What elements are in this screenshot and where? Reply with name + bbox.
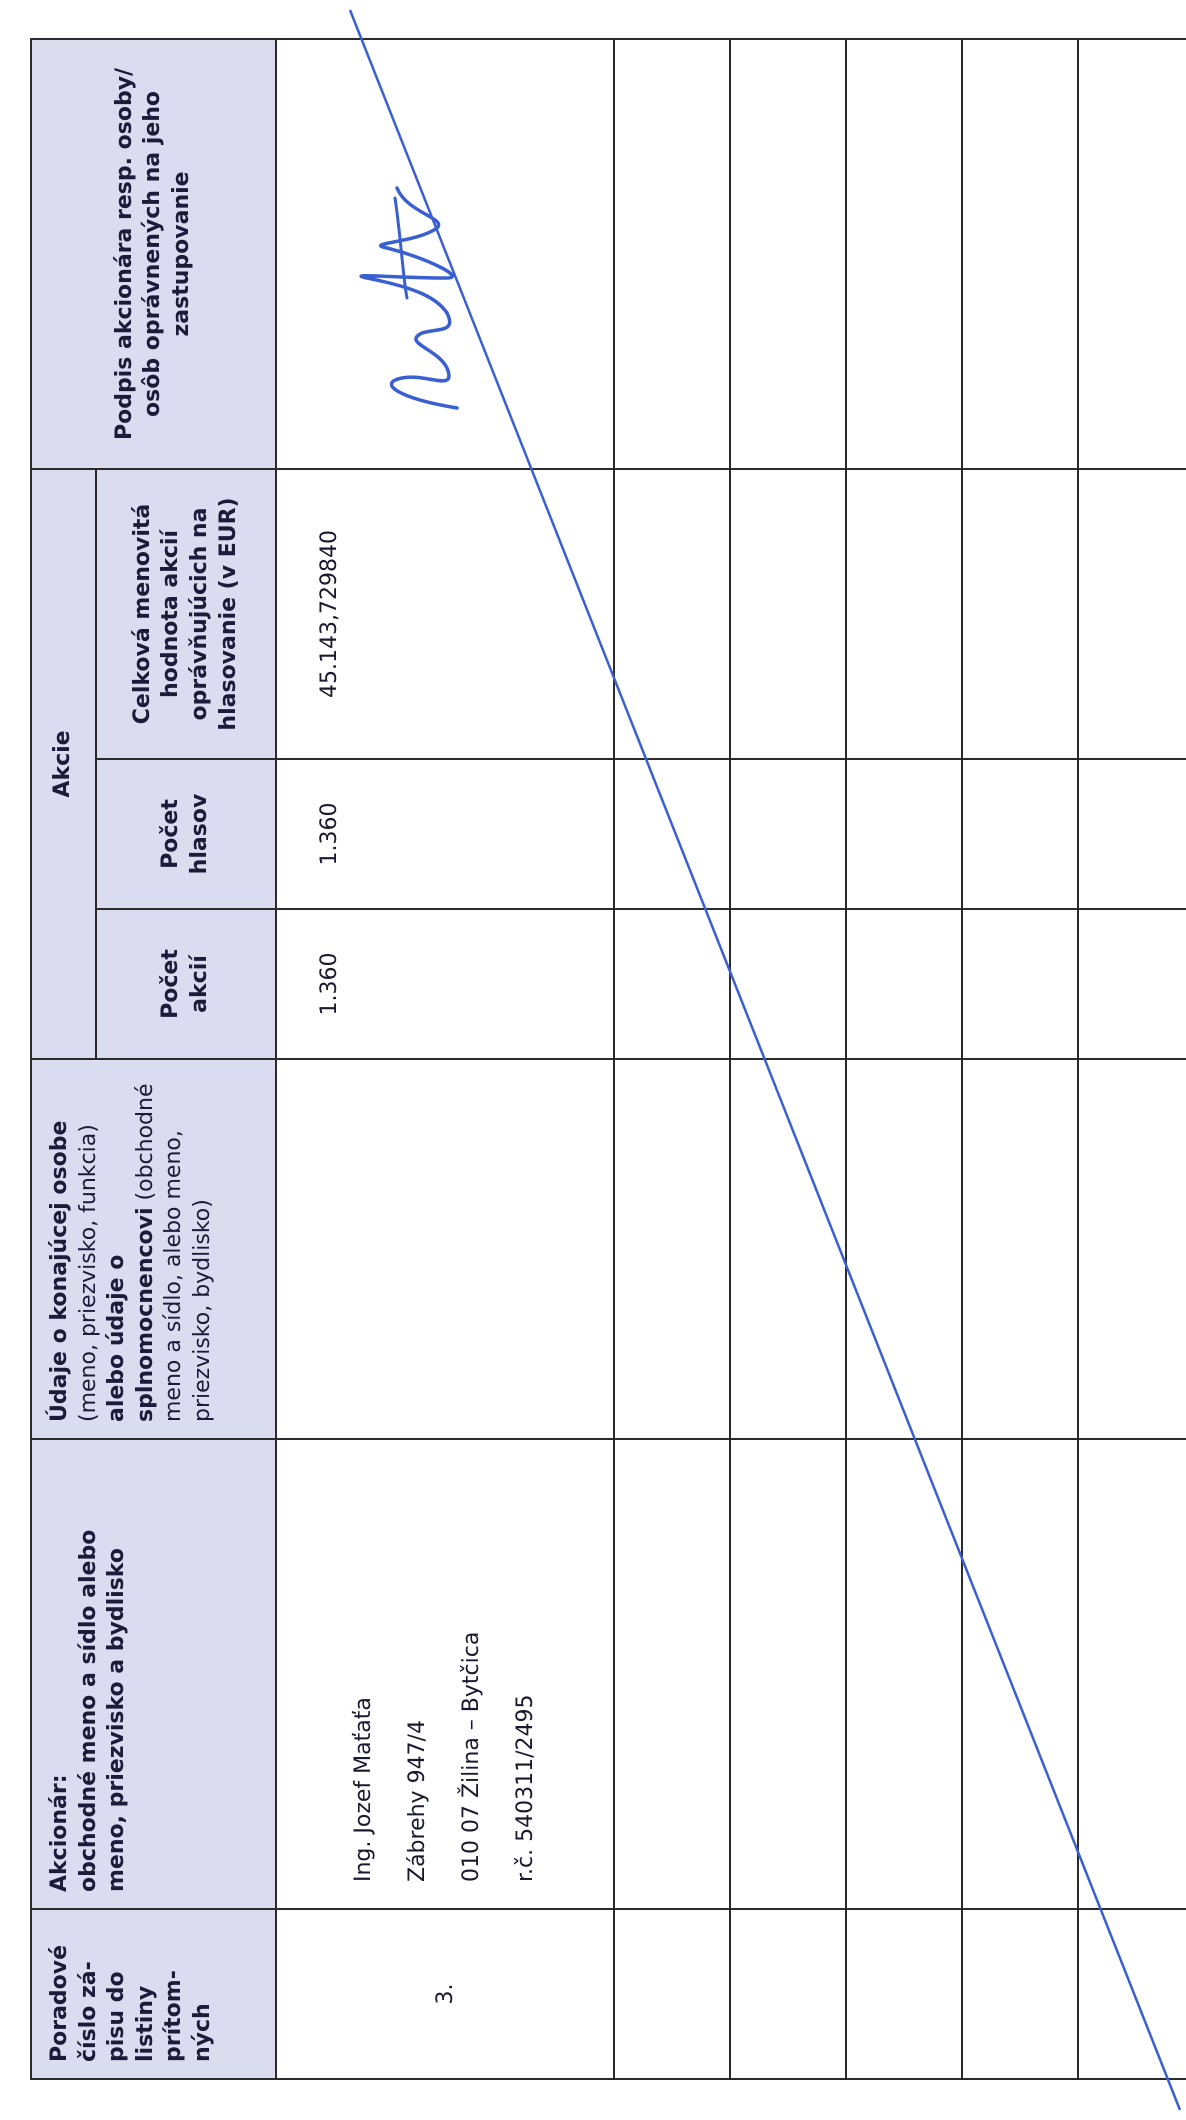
empty-cell	[730, 38, 846, 469]
share-count-cell: 1.360	[276, 909, 614, 1059]
empty-cell	[614, 38, 730, 469]
empty-cell	[614, 759, 730, 909]
empty-cell	[846, 1909, 962, 2079]
empty-cell	[846, 1059, 962, 1439]
empty-cell	[1078, 468, 1186, 759]
shareholder-cell: Ing. Jozef Maťaťa Zábrehy 947/4 010 07 Ž…	[276, 1439, 614, 1909]
empty-cell	[846, 759, 962, 909]
empty-cell	[730, 1909, 846, 2079]
empty-cell	[614, 1059, 730, 1439]
table-row	[730, 38, 846, 2079]
empty-cell	[1078, 909, 1186, 1059]
votes-cell: 1.360	[276, 759, 614, 909]
order-header-line: Poradové	[47, 1944, 72, 2062]
shareholder-street: Zábrehy 947/4	[405, 1720, 430, 1882]
attendance-table: Poradové číslo zá- pisu do listiny príto…	[30, 38, 1186, 2080]
shareholder-header-label: Akcionár:	[47, 1774, 72, 1892]
table-row	[614, 38, 730, 2079]
empty-cell	[730, 759, 846, 909]
shareholder-header-text: obchodné meno a sídlo alebo meno, priezv…	[75, 1529, 130, 1892]
order-header-line: prítom-	[161, 1970, 187, 2062]
acting-header-normal: (meno, priezvisko, funkcia)	[75, 1124, 101, 1422]
acting-person-cell	[276, 1059, 614, 1439]
empty-cell	[962, 1909, 1078, 2079]
empty-cell	[730, 909, 846, 1059]
signature-header: Podpis akcionára resp. osoby/ osôb opráv…	[31, 38, 276, 469]
order-header-line: pisu do	[104, 1971, 130, 2062]
table-row	[962, 38, 1078, 2079]
empty-cell	[730, 1439, 846, 1909]
signature-cell	[276, 38, 614, 469]
shareholder-header: Akcionár: obchodné meno a sídlo alebo me…	[31, 1439, 276, 1909]
table-row: 3. Ing. Jozef Maťaťa Zábrehy 947/4 010 0…	[276, 38, 614, 2079]
shareholder-id: r.č. 540311/2495	[513, 1694, 538, 1882]
handwritten-signature	[359, 186, 459, 410]
empty-cell	[1078, 1059, 1186, 1439]
empty-cell	[1078, 38, 1186, 469]
order-header-line: listiny	[132, 1985, 158, 2062]
empty-cell	[614, 1439, 730, 1909]
nominal-value-header: Celková menovitá hodnota akcií oprávňujú…	[96, 468, 276, 759]
empty-cell	[846, 909, 962, 1059]
empty-cell	[962, 1439, 1078, 1909]
order-number-cell: 3.	[276, 1909, 614, 2079]
empty-cell	[614, 1909, 730, 2079]
table-row	[1078, 38, 1186, 2079]
order-number-header: Poradové číslo zá- pisu do listiny príto…	[31, 1909, 276, 2079]
table-row	[846, 38, 962, 2079]
empty-cell	[846, 1439, 962, 1909]
shareholder-name: Ing. Jozef Maťaťa	[351, 1697, 376, 1882]
empty-cell	[846, 468, 962, 759]
order-header-line: číslo zá-	[75, 1961, 101, 2062]
empty-cell	[962, 38, 1078, 469]
acting-person-header: Údaje o konajúcej osobe (meno, priezvisk…	[31, 1059, 276, 1439]
empty-cell	[962, 1059, 1078, 1439]
votes-header: Počet hlasov	[96, 759, 276, 909]
empty-cell	[962, 909, 1078, 1059]
empty-cell	[730, 468, 846, 759]
empty-cell	[614, 909, 730, 1059]
empty-cell	[962, 468, 1078, 759]
empty-cell	[1078, 1909, 1186, 2079]
shareholder-city: 010 07 Žilina – Bytčica	[459, 1631, 484, 1882]
empty-cell	[614, 468, 730, 759]
acting-header-bold: Údaje o konajúcej osobe	[47, 1120, 72, 1422]
acting-header-bold: alebo údaje o splnomocnencovi	[104, 1207, 158, 1422]
empty-cell	[846, 38, 962, 469]
shares-group-header: Akcie	[31, 468, 96, 1059]
order-header-line: ných	[189, 2003, 215, 2062]
empty-cell	[962, 759, 1078, 909]
empty-cell	[1078, 1439, 1186, 1909]
empty-cell	[730, 1059, 846, 1439]
empty-cell	[1078, 759, 1186, 909]
nominal-value-cell: 45.143,729840	[276, 468, 614, 759]
share-count-header: Počet akcií	[96, 909, 276, 1059]
